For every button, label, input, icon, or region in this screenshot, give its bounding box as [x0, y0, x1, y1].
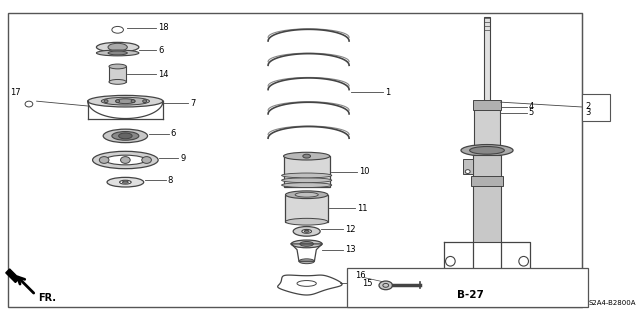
Ellipse shape — [481, 277, 493, 288]
Ellipse shape — [116, 100, 120, 103]
Ellipse shape — [461, 145, 513, 156]
Bar — [285, 195, 328, 222]
Ellipse shape — [88, 95, 163, 107]
Bar — [109, 67, 126, 82]
Text: 4: 4 — [529, 102, 534, 111]
Ellipse shape — [99, 156, 109, 164]
Ellipse shape — [104, 100, 108, 103]
Text: 14: 14 — [158, 70, 169, 79]
Ellipse shape — [122, 181, 128, 183]
Ellipse shape — [109, 64, 126, 69]
Ellipse shape — [120, 180, 131, 184]
Text: 2: 2 — [586, 102, 591, 111]
Ellipse shape — [295, 192, 318, 197]
Ellipse shape — [101, 97, 150, 105]
Ellipse shape — [282, 183, 332, 188]
Ellipse shape — [143, 100, 147, 103]
Ellipse shape — [445, 256, 455, 266]
Text: 9: 9 — [180, 154, 186, 163]
Ellipse shape — [285, 218, 328, 225]
Ellipse shape — [103, 129, 148, 143]
Text: 17: 17 — [10, 88, 20, 97]
Ellipse shape — [293, 227, 320, 236]
Ellipse shape — [465, 170, 470, 173]
Polygon shape — [444, 242, 472, 281]
Ellipse shape — [379, 281, 392, 290]
Ellipse shape — [519, 256, 529, 266]
Text: 5: 5 — [529, 108, 534, 117]
Ellipse shape — [109, 79, 126, 84]
Text: B-27: B-27 — [457, 290, 484, 300]
Ellipse shape — [291, 240, 322, 248]
Bar — [284, 156, 330, 187]
Text: 6: 6 — [158, 45, 164, 55]
Ellipse shape — [299, 259, 314, 264]
Bar — [472, 155, 502, 242]
Ellipse shape — [303, 154, 310, 158]
Bar — [347, 268, 588, 307]
Ellipse shape — [302, 229, 312, 233]
Text: FR.: FR. — [38, 293, 56, 303]
Ellipse shape — [300, 242, 314, 246]
Ellipse shape — [470, 147, 504, 154]
Ellipse shape — [304, 230, 309, 232]
Text: 18: 18 — [158, 23, 169, 32]
Bar — [463, 159, 472, 174]
Text: 15: 15 — [362, 279, 372, 288]
Bar — [474, 102, 500, 155]
Ellipse shape — [108, 43, 127, 51]
Ellipse shape — [282, 178, 332, 183]
Text: 16: 16 — [355, 271, 365, 280]
Ellipse shape — [484, 280, 490, 285]
Ellipse shape — [284, 152, 330, 160]
Text: 11: 11 — [357, 204, 367, 213]
Text: 13: 13 — [345, 245, 356, 254]
Text: 10: 10 — [359, 167, 369, 176]
Text: 12: 12 — [345, 225, 356, 234]
Polygon shape — [502, 242, 531, 281]
Ellipse shape — [105, 155, 146, 165]
Ellipse shape — [131, 100, 135, 103]
Ellipse shape — [107, 177, 144, 187]
Text: 1: 1 — [385, 88, 390, 97]
Ellipse shape — [97, 42, 139, 52]
Ellipse shape — [108, 51, 127, 55]
Ellipse shape — [112, 132, 139, 140]
Ellipse shape — [116, 99, 135, 104]
Ellipse shape — [282, 173, 332, 178]
Text: 7: 7 — [190, 99, 195, 108]
Text: 3: 3 — [586, 108, 591, 117]
Polygon shape — [278, 275, 342, 295]
Ellipse shape — [447, 269, 454, 277]
Ellipse shape — [118, 133, 132, 139]
Bar — [444, 281, 531, 290]
Text: S2A4-B2800A: S2A4-B2800A — [588, 300, 636, 306]
Ellipse shape — [93, 151, 158, 169]
Bar — [582, 94, 611, 121]
Ellipse shape — [97, 50, 139, 56]
Ellipse shape — [297, 281, 316, 286]
Text: 6: 6 — [171, 130, 176, 139]
Bar — [484, 17, 490, 102]
Ellipse shape — [142, 156, 152, 164]
Bar — [470, 176, 504, 186]
Ellipse shape — [120, 156, 130, 164]
Ellipse shape — [285, 191, 328, 199]
Polygon shape — [6, 269, 19, 283]
Ellipse shape — [520, 269, 527, 277]
Text: 8: 8 — [168, 176, 173, 185]
Bar — [472, 100, 502, 110]
